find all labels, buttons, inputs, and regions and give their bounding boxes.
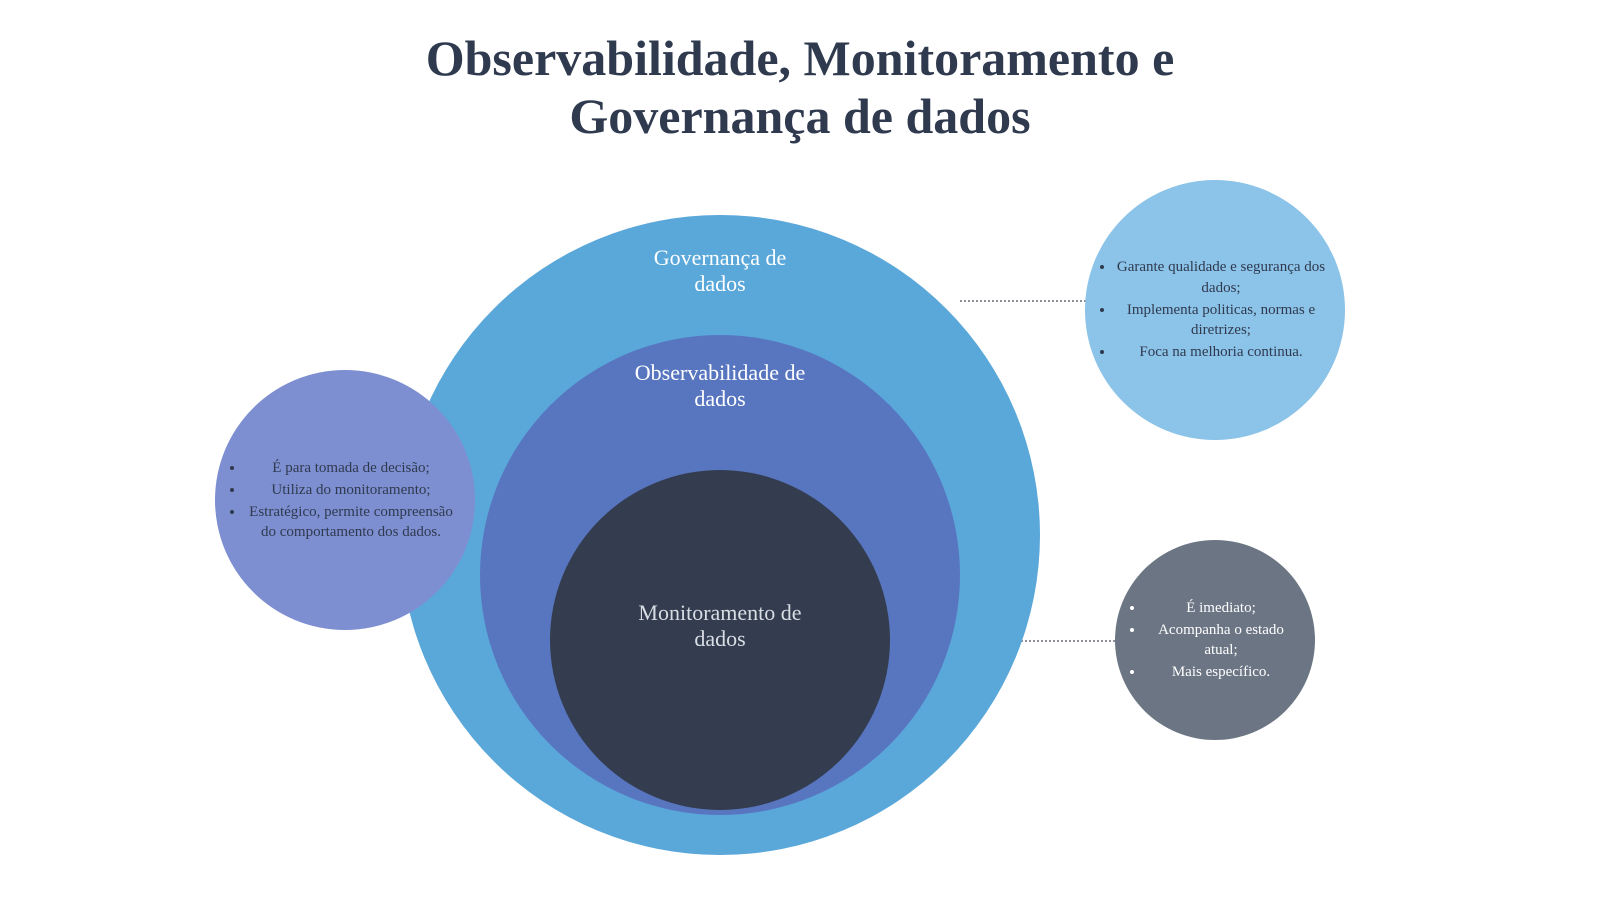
callout-item: Acompanha o estado atual; <box>1145 620 1297 661</box>
callout-governance: Garante qualidade e segurança dos dados;… <box>1085 180 1345 440</box>
callout-observability: É para tomada de decisão;Utiliza do moni… <box>215 370 475 630</box>
callout-item: Garante qualidade e segurança dos dados; <box>1115 257 1327 298</box>
callout-item: É para tomada de decisão; <box>245 458 457 478</box>
connector-governance <box>960 300 1090 302</box>
page-title: Observabilidade, Monitoramento e Governa… <box>0 30 1600 145</box>
callout-observability-list: É para tomada de decisão;Utiliza do moni… <box>215 456 475 545</box>
title-line-2: Governança de dados <box>569 88 1030 144</box>
callout-item: Utiliza do monitoramento; <box>245 480 457 500</box>
callout-item: Mais específico. <box>1145 662 1297 682</box>
label-monitoring: Monitoramento dedados <box>570 600 870 653</box>
label-governance: Governança dedados <box>570 245 870 298</box>
callout-item: Foca na melhoria continua. <box>1115 342 1327 362</box>
callout-item: Estratégico, permite compreensão do comp… <box>245 502 457 543</box>
label-observability: Observabilidade dedados <box>570 360 870 413</box>
callout-item: É imediato; <box>1145 598 1297 618</box>
diagram-stage: Observabilidade, Monitoramento e Governa… <box>0 0 1600 900</box>
callout-monitoring: É imediato;Acompanha o estado atual;Mais… <box>1115 540 1315 740</box>
callout-item: Implementa politicas, normas e diretrize… <box>1115 300 1327 341</box>
callout-governance-list: Garante qualidade e segurança dos dados;… <box>1085 255 1345 364</box>
callout-monitoring-list: É imediato;Acompanha o estado atual;Mais… <box>1115 596 1315 685</box>
title-line-1: Observabilidade, Monitoramento e <box>426 30 1175 86</box>
